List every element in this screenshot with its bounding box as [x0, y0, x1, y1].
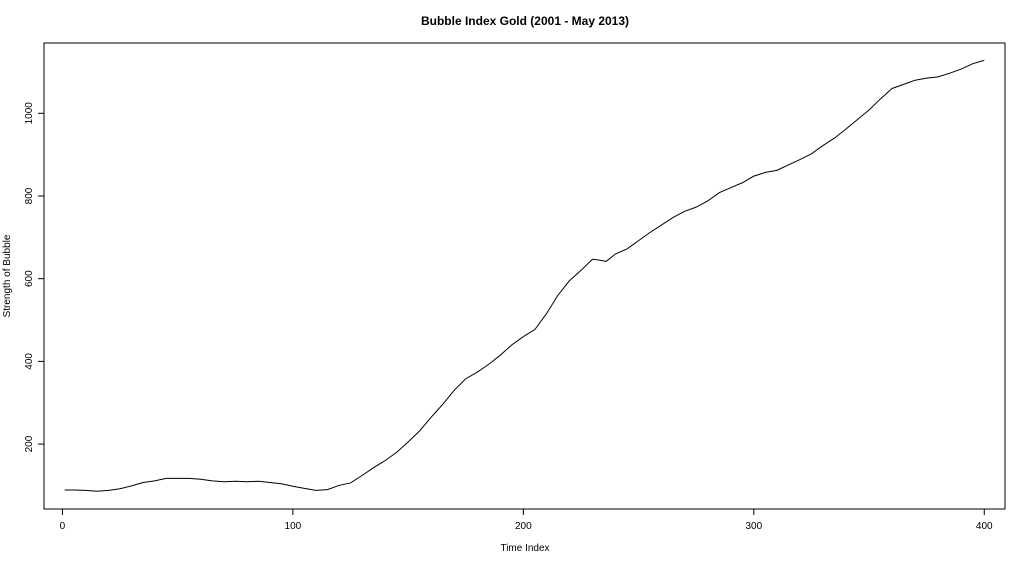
x-tick-label: 300: [745, 521, 762, 532]
y-axis: 200 400 600 800 1000: [24, 102, 45, 452]
x-tick-label: 0: [60, 521, 66, 532]
y-tick-label: 400: [24, 353, 35, 370]
x-tick-label: 400: [976, 521, 993, 532]
y-tick-label: 600: [24, 270, 35, 287]
x-tick-label: 100: [285, 521, 302, 532]
chart-title: Bubble Index Gold (2001 - May 2013): [421, 14, 629, 28]
y-tick-label: 1000: [24, 102, 35, 125]
y-axis-label: Strength of Bubble: [2, 234, 13, 317]
x-axis-label: Time Index: [500, 543, 549, 554]
plot-frame: [43, 42, 1006, 510]
x-axis: 0 100 200 300 400: [60, 508, 993, 532]
x-tick-label: 200: [515, 521, 532, 532]
y-tick-label: 800: [24, 187, 35, 204]
data-points: [65, 60, 985, 491]
series-line: [64, 59, 985, 492]
y-tick-label: 200: [24, 435, 35, 452]
